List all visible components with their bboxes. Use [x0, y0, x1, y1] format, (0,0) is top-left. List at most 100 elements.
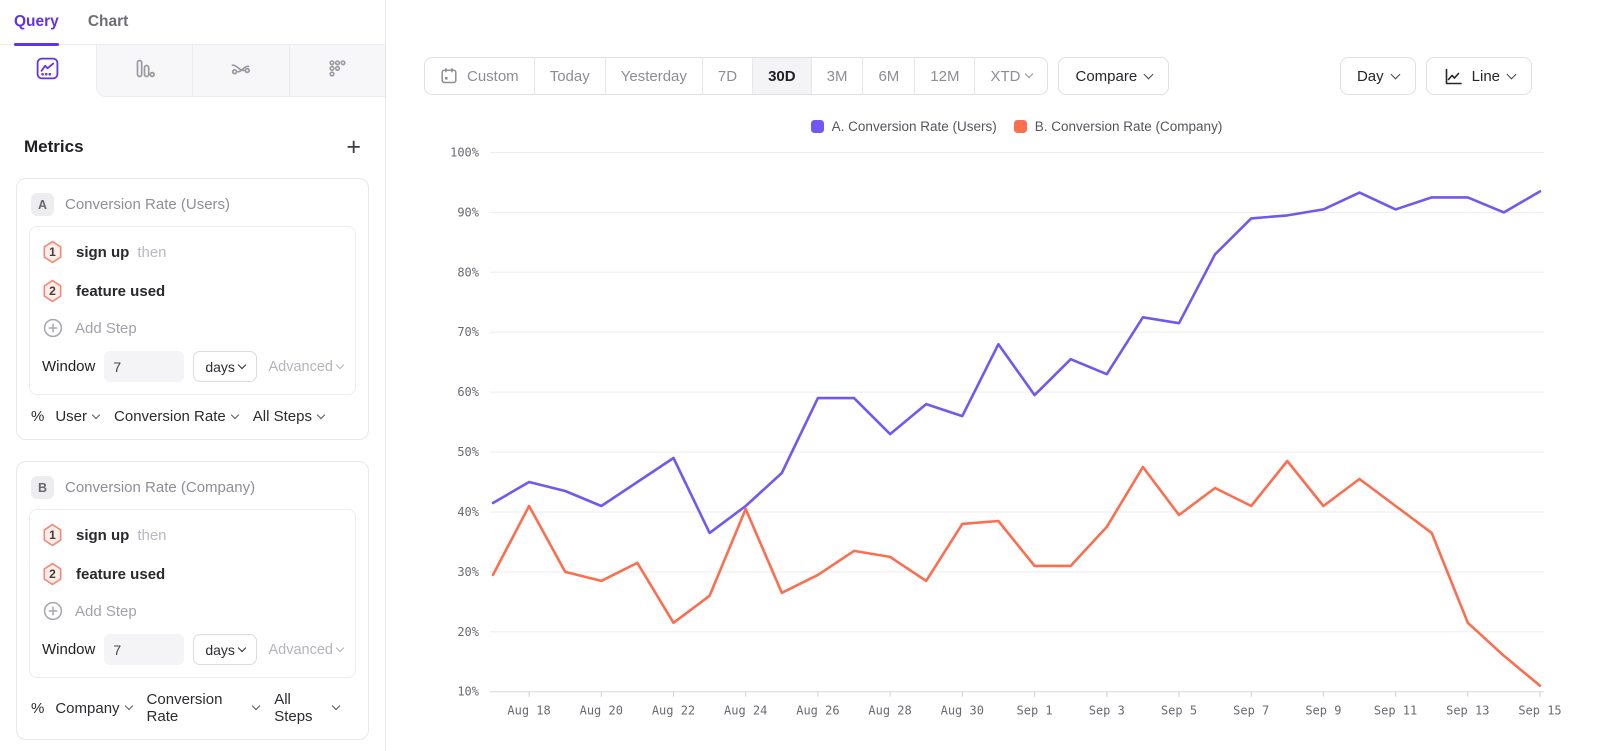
- tab-query-label: Query: [14, 13, 59, 30]
- y-tick-label: 30%: [457, 565, 479, 579]
- advanced-dropdown[interactable]: Advanced: [269, 642, 345, 658]
- chevron-down-icon: [1390, 69, 1401, 79]
- window-label: Window: [42, 641, 96, 658]
- tab-flows[interactable]: [192, 45, 289, 97]
- sidebar-tab-bar: Query Chart: [0, 0, 385, 46]
- chevron-down-icon: [1506, 69, 1517, 79]
- add-metric-button[interactable]: +: [346, 133, 361, 161]
- svg-text:1: 1: [49, 528, 56, 542]
- step-row[interactable]: 2 feature used: [42, 279, 343, 303]
- tab-insights[interactable]: [0, 45, 96, 97]
- entity-dropdown[interactable]: User: [55, 408, 101, 425]
- percent-symbol: %: [31, 408, 45, 425]
- date-range-custom[interactable]: Custom: [425, 58, 534, 94]
- y-tick-label: 20%: [457, 625, 479, 639]
- chevron-down-icon: [230, 410, 239, 419]
- circle-plus-icon: [43, 601, 63, 621]
- chevron-down-icon: [1143, 69, 1154, 79]
- compare-button[interactable]: Compare: [1058, 57, 1170, 95]
- svg-text:1: 1: [49, 245, 56, 259]
- metric-a-title[interactable]: Conversion Rate (Users): [65, 196, 231, 213]
- window-row: Window days Advanced: [42, 634, 345, 665]
- step-row[interactable]: 2 feature used: [42, 562, 343, 586]
- legend-item-a[interactable]: A. Conversion Rate (Users): [810, 119, 997, 134]
- entity-dropdown[interactable]: Company: [55, 700, 133, 717]
- advanced-dropdown[interactable]: Advanced: [269, 359, 345, 375]
- chevron-down-icon: [335, 643, 345, 652]
- metric-type-dropdown[interactable]: Conversion Rate: [114, 408, 239, 425]
- metric-card-b: B Conversion Rate (Company) 1 sign up th…: [16, 461, 369, 740]
- series-b-line[interactable]: [491, 459, 1542, 688]
- metric-type-dropdown[interactable]: Conversion Rate: [147, 691, 261, 725]
- y-tick-label: 70%: [457, 325, 479, 339]
- step-suffix: then: [137, 526, 167, 544]
- circle-plus-icon: [43, 318, 63, 338]
- step-number-hexagon: 2: [43, 562, 62, 586]
- line-chart-icon: [1443, 66, 1464, 87]
- x-tick-label: Sep 13: [1446, 704, 1489, 718]
- funnel-bars-icon: [133, 57, 156, 85]
- step-row[interactable]: 1 sign up then: [42, 523, 343, 547]
- chart-type-button[interactable]: Line: [1425, 57, 1532, 95]
- add-step-button[interactable]: Add Step: [43, 601, 343, 621]
- tab-retention[interactable]: [288, 45, 385, 97]
- insights-line-chart-icon: [36, 57, 59, 85]
- legend-swatch: [810, 120, 824, 133]
- tab-funnels[interactable]: [95, 45, 192, 97]
- metric-a-steps-box: 1 sign up then 2 feature used Add Step: [29, 226, 356, 395]
- series-a-line[interactable]: [491, 190, 1542, 535]
- step-number-hexagon: 1: [43, 240, 62, 264]
- date-range-6m[interactable]: 6M: [862, 58, 914, 94]
- measurement-row: % User Conversion Rate All Steps: [29, 395, 356, 427]
- x-tick-label: Aug 22: [652, 704, 695, 718]
- date-range-xtd[interactable]: XTD: [974, 58, 1047, 94]
- metric-a-badge: A: [31, 193, 54, 216]
- step-event[interactable]: sign up: [76, 243, 130, 261]
- window-unit-dropdown[interactable]: days: [193, 351, 257, 382]
- toolbar-right-group: Day Line: [1339, 57, 1532, 95]
- legend-item-b[interactable]: B. Conversion Rate (Company): [1013, 119, 1222, 134]
- chart-toolbar: Custom Today Yesterday 7D 30D 3M 6M 12M XTD Comp…: [386, 0, 1600, 95]
- step-event[interactable]: feature used: [76, 282, 166, 300]
- active-tab-underline: [14, 42, 59, 46]
- x-tick-label: Sep 3: [1089, 704, 1125, 718]
- step-event[interactable]: sign up: [76, 526, 130, 544]
- step-row[interactable]: 1 sign up then: [42, 240, 343, 264]
- window-label: Window: [42, 358, 96, 375]
- step-event[interactable]: feature used: [76, 565, 166, 583]
- flows-icon: [229, 57, 253, 85]
- steps-scope-dropdown[interactable]: All Steps: [274, 691, 341, 725]
- x-tick-label: Sep 15: [1518, 704, 1561, 718]
- svg-text:2: 2: [49, 567, 56, 581]
- steps-scope-dropdown[interactable]: All Steps: [253, 408, 326, 425]
- legend-swatch: [1013, 120, 1027, 133]
- date-range-control: Custom Today Yesterday 7D 30D 3M 6M 12M XTD: [424, 57, 1049, 95]
- chevron-down-icon: [335, 360, 345, 369]
- metrics-title: Metrics: [24, 137, 84, 156]
- tab-query[interactable]: Query: [14, 0, 59, 46]
- window-value-input[interactable]: [104, 634, 185, 665]
- x-tick-label: Aug 24: [724, 704, 767, 718]
- y-tick-label: 60%: [457, 385, 479, 399]
- y-tick-label: 80%: [457, 265, 479, 279]
- date-range-3m[interactable]: 3M: [810, 58, 863, 94]
- tab-chart-label: Chart: [87, 13, 129, 30]
- measurement-row: % Company Conversion Rate All Steps: [29, 678, 356, 727]
- date-range-30d[interactable]: 30D: [752, 58, 811, 94]
- metric-b-title[interactable]: Conversion Rate (Company): [65, 479, 256, 496]
- metric-a-header: A Conversion Rate (Users): [29, 191, 356, 226]
- tab-chart[interactable]: Chart: [88, 0, 128, 45]
- date-range-yesterday[interactable]: Yesterday: [604, 58, 702, 94]
- add-step-button[interactable]: Add Step: [43, 318, 343, 338]
- date-range-12m[interactable]: 12M: [914, 58, 974, 94]
- date-range-7d[interactable]: 7D: [701, 58, 752, 94]
- chart-legend: A. Conversion Rate (Users) B. Conversion…: [493, 119, 1540, 134]
- window-unit-dropdown[interactable]: days: [193, 634, 257, 665]
- window-value-input[interactable]: [104, 351, 185, 382]
- granularity-button[interactable]: Day: [1339, 57, 1416, 95]
- y-tick-label: 40%: [457, 505, 479, 519]
- chevron-down-icon: [91, 410, 101, 419]
- chevron-down-icon: [237, 643, 247, 652]
- date-range-today[interactable]: Today: [533, 58, 605, 94]
- y-tick-label: 90%: [457, 205, 479, 219]
